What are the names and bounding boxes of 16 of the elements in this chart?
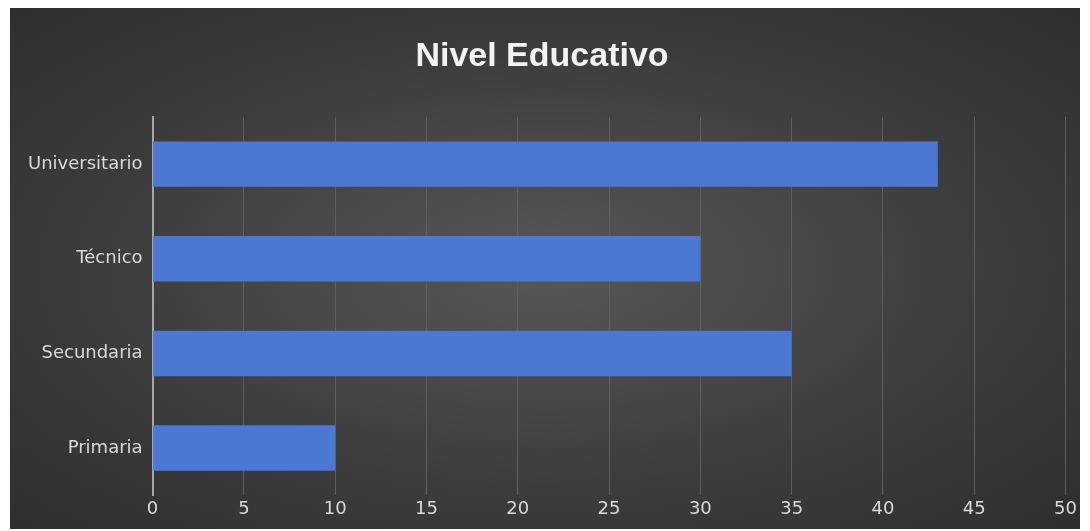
x-tick-label: 20 xyxy=(506,496,530,518)
x-tick-label: 50 xyxy=(1054,496,1077,518)
y-tick-label: Primaria xyxy=(67,435,143,457)
x-tick-label: 45 xyxy=(962,496,986,518)
x-tick-label: 40 xyxy=(871,496,895,518)
y-tick-label: Universitario xyxy=(28,151,143,173)
x-tick-label: 5 xyxy=(238,496,250,518)
y-tick-label: Técnico xyxy=(75,246,143,268)
x-tick-label: 30 xyxy=(688,496,712,518)
chart-title: Nivel Educativo xyxy=(415,34,669,73)
y-tick-label: Secundaria xyxy=(41,341,143,363)
x-tick-label: 0 xyxy=(146,496,159,518)
x-tick-label: 35 xyxy=(780,496,804,518)
x-tick-label: 25 xyxy=(597,496,621,518)
x-tick-label: 10 xyxy=(323,496,347,518)
x-tick-label: 15 xyxy=(415,496,438,518)
